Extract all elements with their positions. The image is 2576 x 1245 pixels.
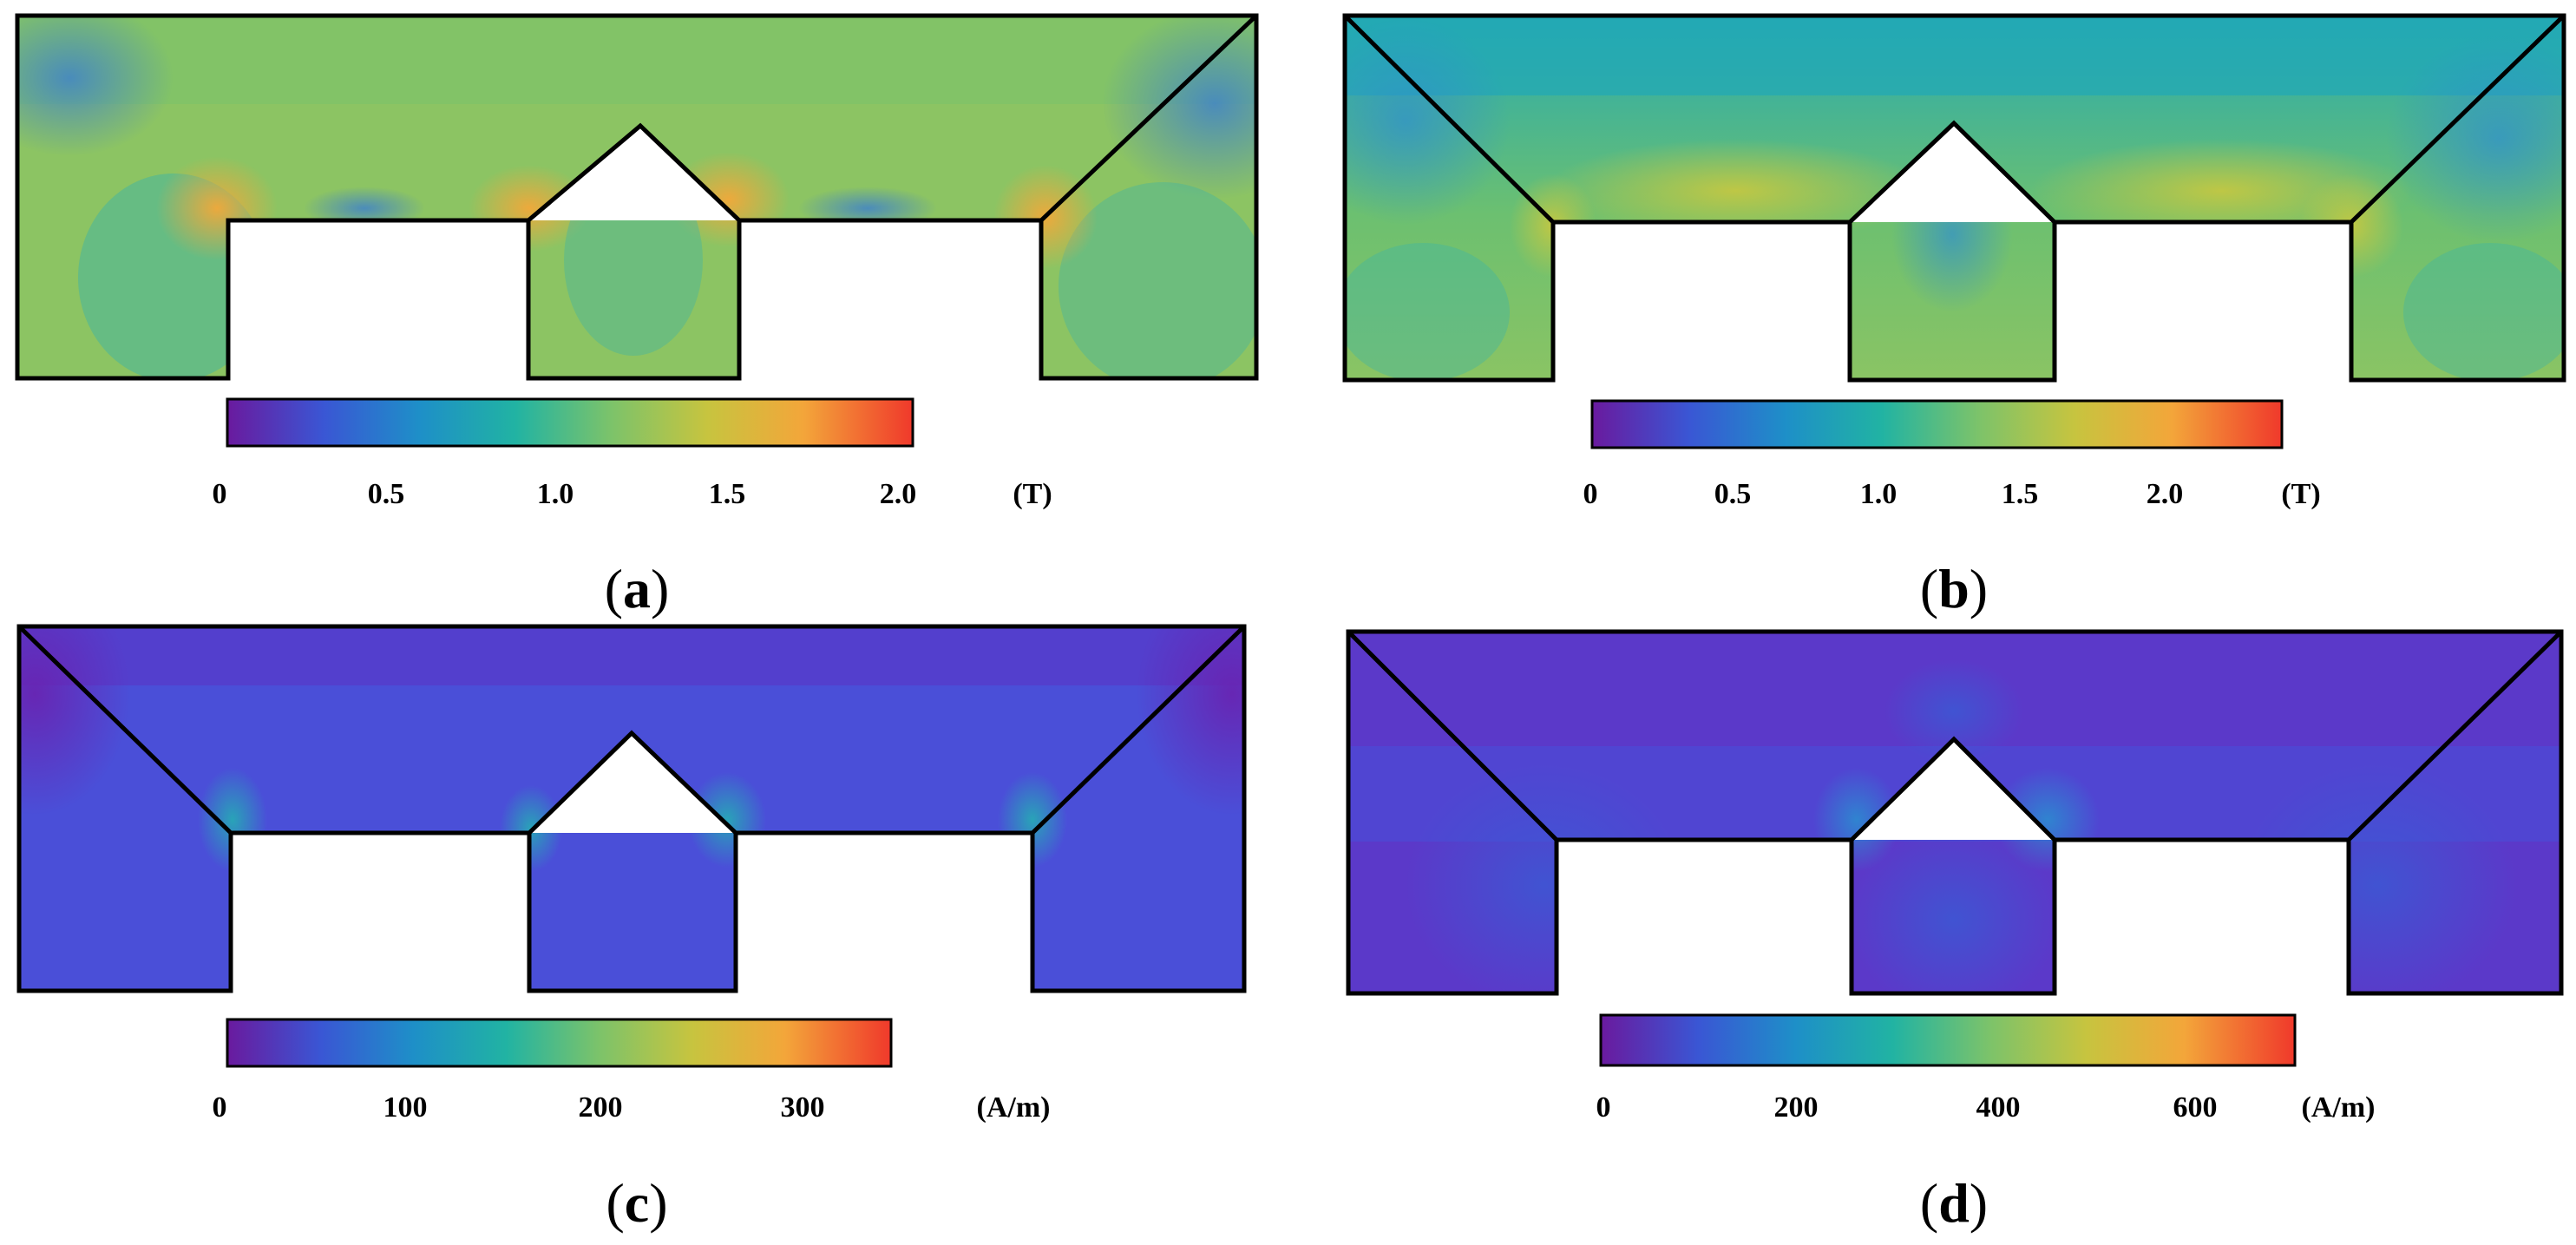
panel-b-colorbar-ticks: 0 0.5 1.0 1.5 2.0 <box>1583 478 2184 510</box>
panel-c-label: (c) <box>606 1172 667 1234</box>
panel-c-colorbar <box>226 1018 893 1068</box>
panel-a-field-map <box>17 16 1256 378</box>
panel-b: 0 0.5 1.0 1.5 2.0 (T) (b) <box>1342 13 2566 619</box>
panel-a: 0 0.5 1.0 1.5 2.0 (T) (a) <box>15 13 1259 619</box>
panel-d-outline <box>1346 629 2564 996</box>
panel-b-tick: 1.5 <box>2002 478 2039 510</box>
panel-d-unit: (A/m) <box>2302 1091 2376 1124</box>
panel-c-tick: 200 <box>579 1091 623 1124</box>
panel-a-colorbar <box>226 397 914 448</box>
panel-a-tick: 1.0 <box>537 478 574 510</box>
panel-d-colorbar-ticks: 0 200 400 600 <box>1596 1091 2218 1124</box>
panel-c-tick: 300 <box>781 1091 825 1124</box>
panel-d-tick: 200 <box>1774 1091 1819 1124</box>
panel-b-tick: 0.5 <box>1714 478 1752 510</box>
panel-c-tick: 100 <box>383 1091 428 1124</box>
panel-d-tick: 600 <box>2173 1091 2218 1124</box>
panel-d-field-map <box>1348 632 2561 993</box>
panel-c-unit: (A/m) <box>977 1091 1051 1124</box>
panel-a-tick: 2.0 <box>880 478 917 510</box>
panel-b-tick: 0 <box>1583 478 1598 510</box>
panel-d-colorbar <box>1599 1013 2297 1067</box>
panel-d-tick: 400 <box>1976 1091 2021 1124</box>
panel-a-unit: (T) <box>1013 478 1052 510</box>
panel-b-colorbar <box>1590 399 2284 449</box>
panel-c-tick: 0 <box>213 1091 227 1124</box>
panel-b-tick: 1.0 <box>1860 478 1898 510</box>
panel-a-tick: 0.5 <box>368 478 405 510</box>
panel-b-outline <box>1342 13 2566 383</box>
panel-a-label: (a) <box>605 558 670 619</box>
panel-b-field-map <box>1345 16 2564 380</box>
panel-c-outline <box>16 624 1247 993</box>
panel-b-label: (b) <box>1920 558 1988 619</box>
panel-a-tick: 0 <box>213 478 227 510</box>
panel-c: 0 100 200 300 (A/m) (c) <box>16 624 1247 1234</box>
panel-d-tick: 0 <box>1596 1091 1611 1124</box>
panel-b-tick: 2.0 <box>2147 478 2184 510</box>
panel-d: 0 200 400 600 (A/m) (d) <box>1346 629 2564 1234</box>
panel-a-tick: 1.5 <box>709 478 746 510</box>
panel-d-label: (d) <box>1920 1172 1988 1234</box>
panel-a-outline <box>15 13 1259 381</box>
panel-b-unit: (T) <box>2281 478 2320 510</box>
panel-a-colorbar-ticks: 0 0.5 1.0 1.5 2.0 <box>213 478 917 510</box>
panel-c-field-map <box>19 626 1244 991</box>
panel-c-colorbar-ticks: 0 100 200 300 <box>213 1091 825 1124</box>
